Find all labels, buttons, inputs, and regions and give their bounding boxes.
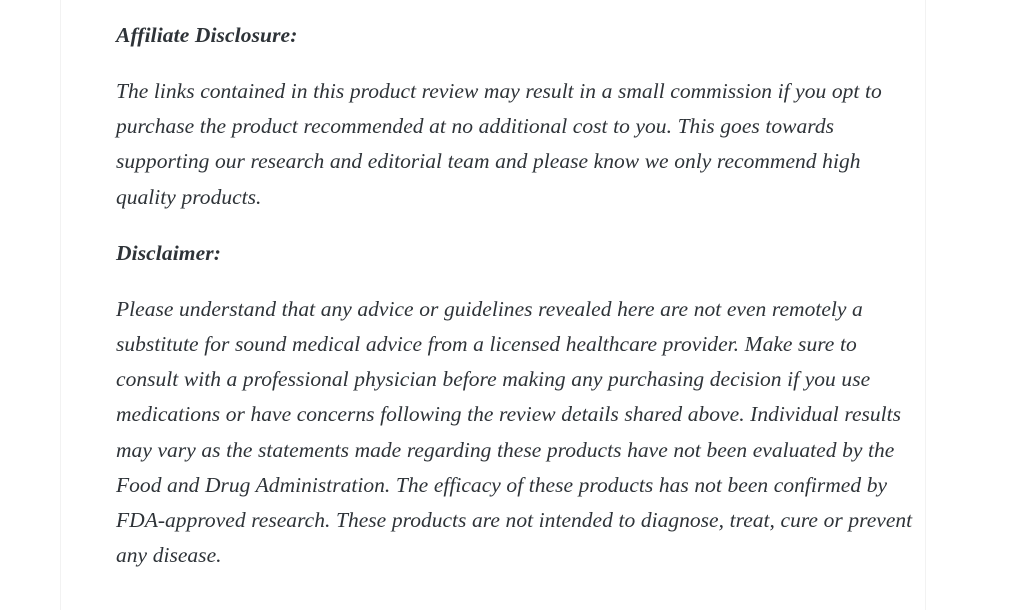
article-content: Affiliate Disclosure: The links containe… [116, 0, 922, 573]
spacer [116, 53, 922, 74]
affiliate-disclosure-heading: Affiliate Disclosure: [116, 23, 298, 47]
disclaimer-heading: Disclaimer: [116, 240, 221, 265]
disclaimer-paragraph: Please understand that any advice or gui… [116, 296, 913, 568]
content-column-right-edge [925, 0, 926, 610]
content-column-left-edge [60, 0, 61, 610]
affiliate-disclosure-section: Affiliate Disclosure: The links containe… [116, 0, 922, 215]
disclaimer-section: Disclaimer: Please understand that any a… [116, 236, 922, 574]
affiliate-disclosure-paragraph: The links contained in this product revi… [116, 79, 882, 209]
spacer [116, 271, 922, 292]
spacer [116, 215, 922, 236]
